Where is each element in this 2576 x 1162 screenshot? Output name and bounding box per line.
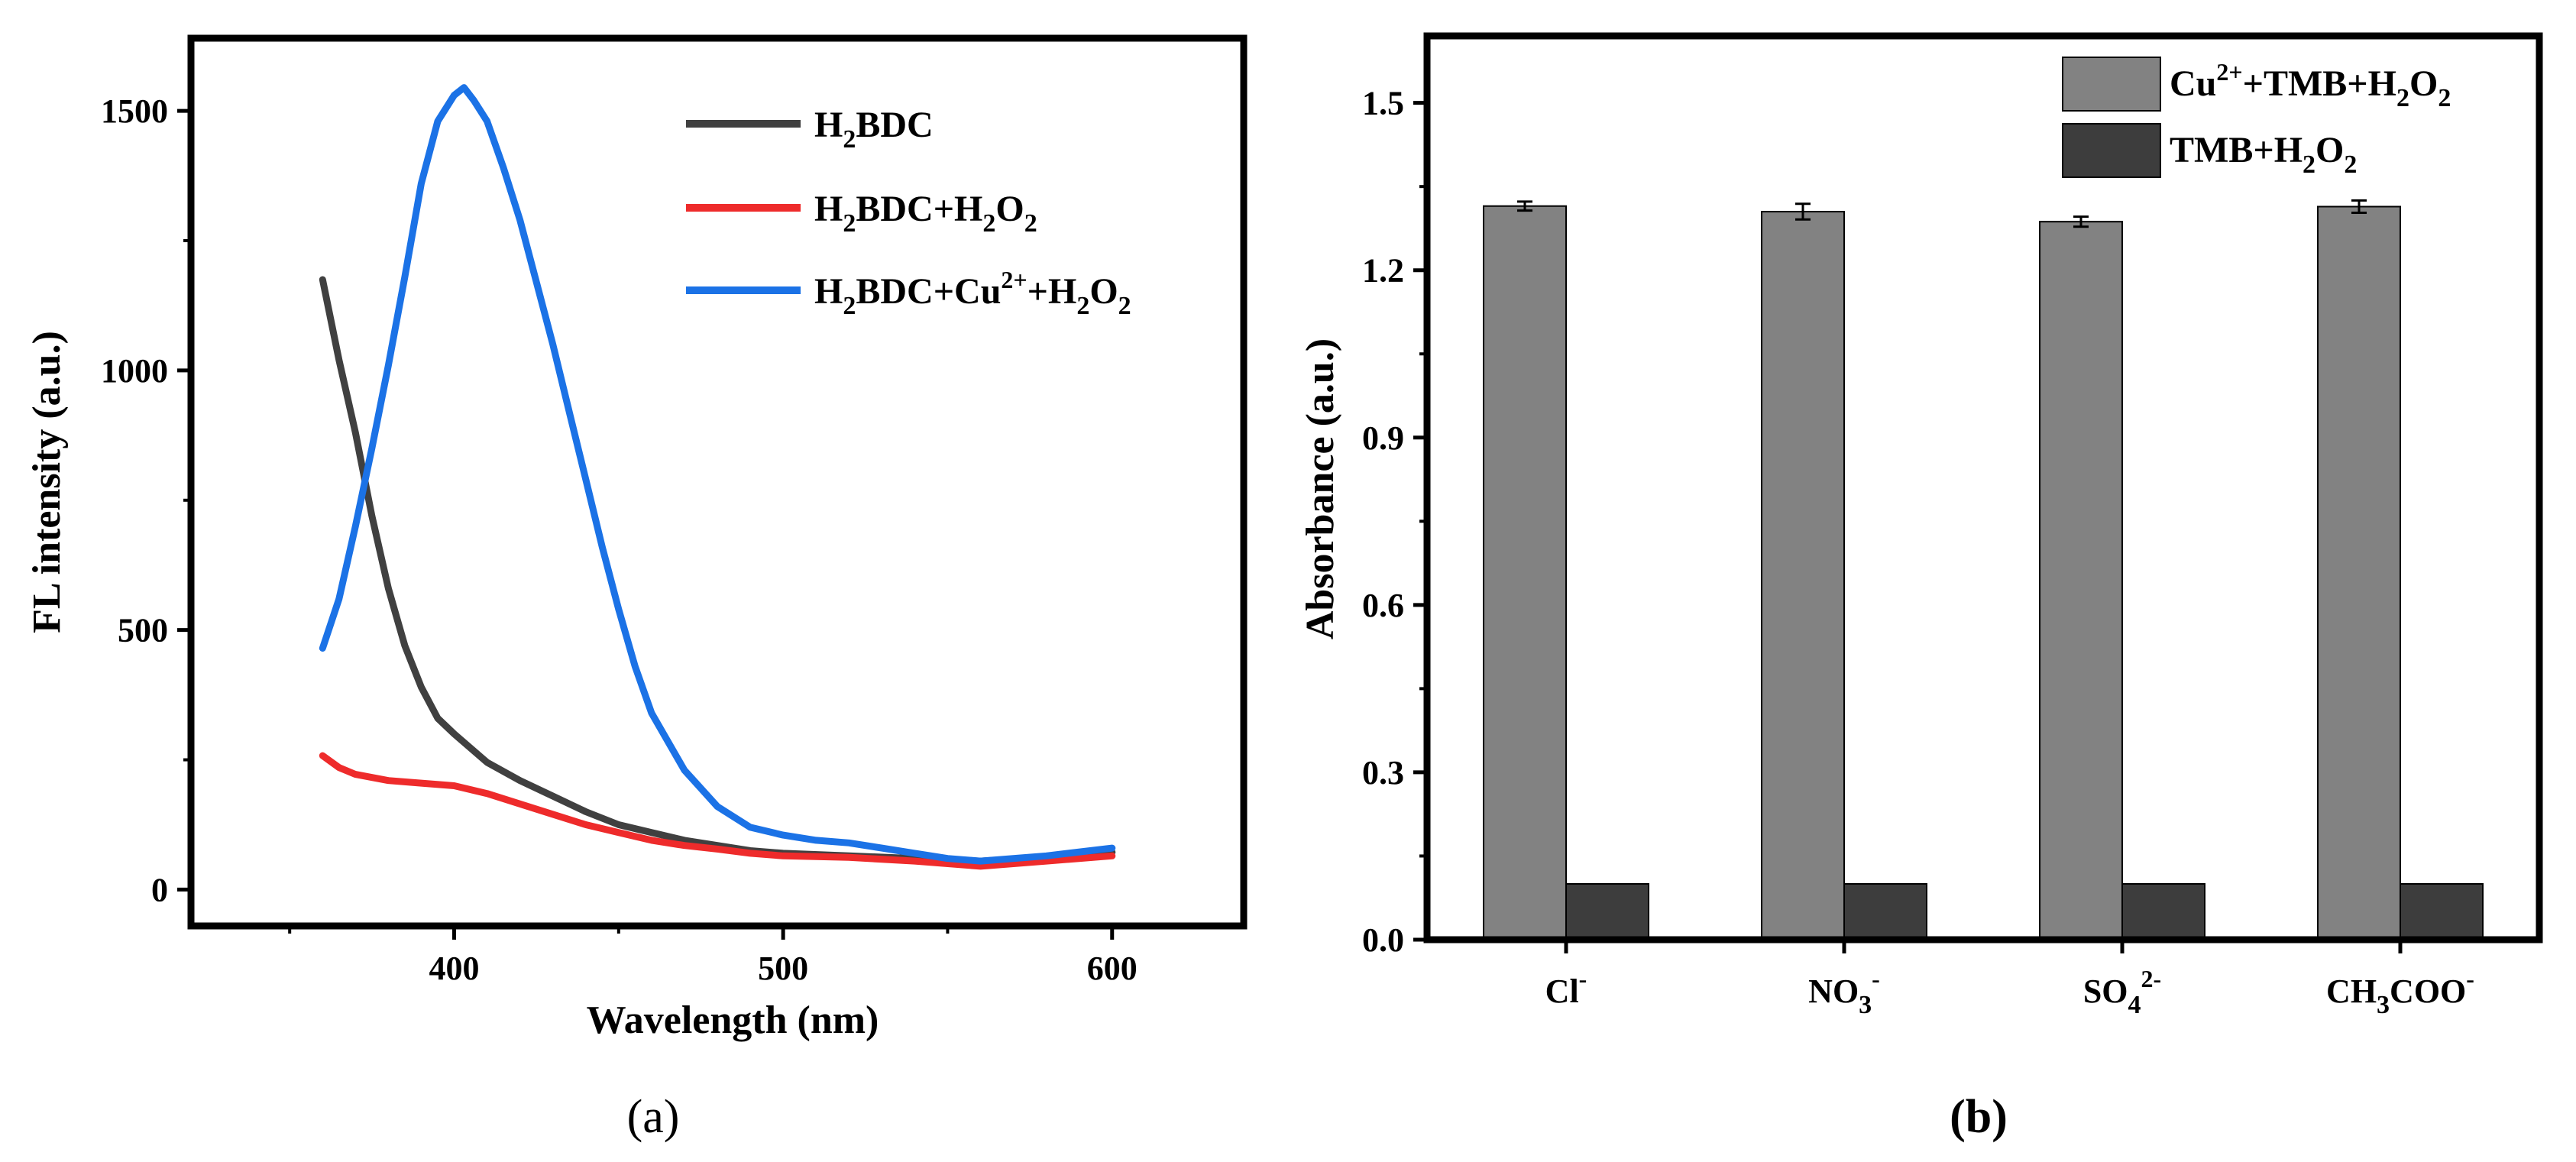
panel-a-legend: H2BDC H2BDC+H2O2 H2BDC+Cu2++H2O2 (686, 105, 1131, 320)
legend-label-1: H2BDC (814, 105, 934, 154)
y-tick-label: 0.3 (1362, 754, 1404, 791)
panel-b-legend: Cu2++TMB+H2O2 TMB+H2O2 (2062, 57, 2451, 179)
line-series-2 (319, 752, 1116, 870)
panel-a-series-lines (319, 84, 1116, 870)
legend-label-2: TMB+H2O2 (2170, 130, 2357, 179)
bar-1-1 (1483, 205, 1567, 941)
legend-label-2: H2BDC+H2O2 (814, 189, 1037, 238)
y-tick-label: 0 (151, 871, 168, 908)
panel-b-bars (1483, 199, 2484, 941)
bar-2-3 (2121, 882, 2205, 941)
legend-label-1: Cu2++TMB+H2O2 (2170, 58, 2451, 112)
x-tick-label: CH3COO- (2326, 965, 2474, 1019)
panel-a-plot-frame (187, 34, 1248, 930)
y-tick-label: 1500 (101, 92, 168, 130)
x-tick-label: 400 (429, 950, 480, 987)
x-tick-label: 600 (1087, 950, 1138, 987)
panel-a-y-axis-label: FL intensity (a.u.) (25, 331, 69, 633)
bar-2-2 (1843, 882, 1927, 941)
y-tick-label: 1000 (101, 352, 168, 390)
x-tick-label: Cl- (1545, 965, 1587, 1010)
panel-b-label: (b) (1950, 1091, 2008, 1143)
line-series-3 (319, 84, 1116, 865)
legend-swatch-1 (2062, 57, 2161, 112)
y-tick-label: 0.9 (1362, 419, 1404, 457)
panel-b-axis-ticks: Cl- NO3- SO42- CH3COO- 0.0 0.3 0.6 0.9 1.2 1.5 (1362, 85, 2474, 1019)
bar-2-4 (2400, 882, 2484, 941)
panel-a-label: (a) (627, 1091, 680, 1143)
line-series-1 (319, 276, 1116, 865)
legend-label-3: H2BDC+Cu2++H2O2 (814, 266, 1131, 320)
y-tick-label: 1.2 (1362, 252, 1404, 290)
x-tick-label: SO42- (2083, 965, 2161, 1019)
panel-a-x-axis-label: Wavelength (nm) (587, 999, 879, 1042)
y-tick-label: 0.0 (1362, 921, 1404, 959)
y-tick-label: 500 (118, 612, 168, 649)
legend-swatch-2 (2062, 123, 2161, 178)
x-tick-label: 500 (758, 950, 808, 987)
bar-1-4 (2317, 206, 2401, 940)
bar-2-1 (1565, 882, 1649, 941)
panel-a-axis-ticks: 400 500 600 0 500 1000 1500 (101, 92, 1138, 987)
panel-a-line-chart: 400 500 600 0 500 1000 1500 FL intensity (a.u.… (25, 34, 1248, 1143)
panel-b-y-axis-label: Absorbance (a.u.) (1299, 338, 1342, 639)
bar-1-3 (2039, 221, 2123, 940)
panel-b-plot-frame (1423, 32, 2543, 944)
y-tick-label: 1.5 (1362, 85, 1404, 122)
y-tick-label: 0.6 (1362, 587, 1404, 624)
panel-b-bar-chart: Cl- NO3- SO42- CH3COO- 0.0 0.3 0.6 0.9 1.2 1.5 Ab… (1299, 32, 2543, 1143)
bar-1-2 (1761, 211, 1845, 940)
x-tick-label: NO3- (1808, 965, 1880, 1019)
